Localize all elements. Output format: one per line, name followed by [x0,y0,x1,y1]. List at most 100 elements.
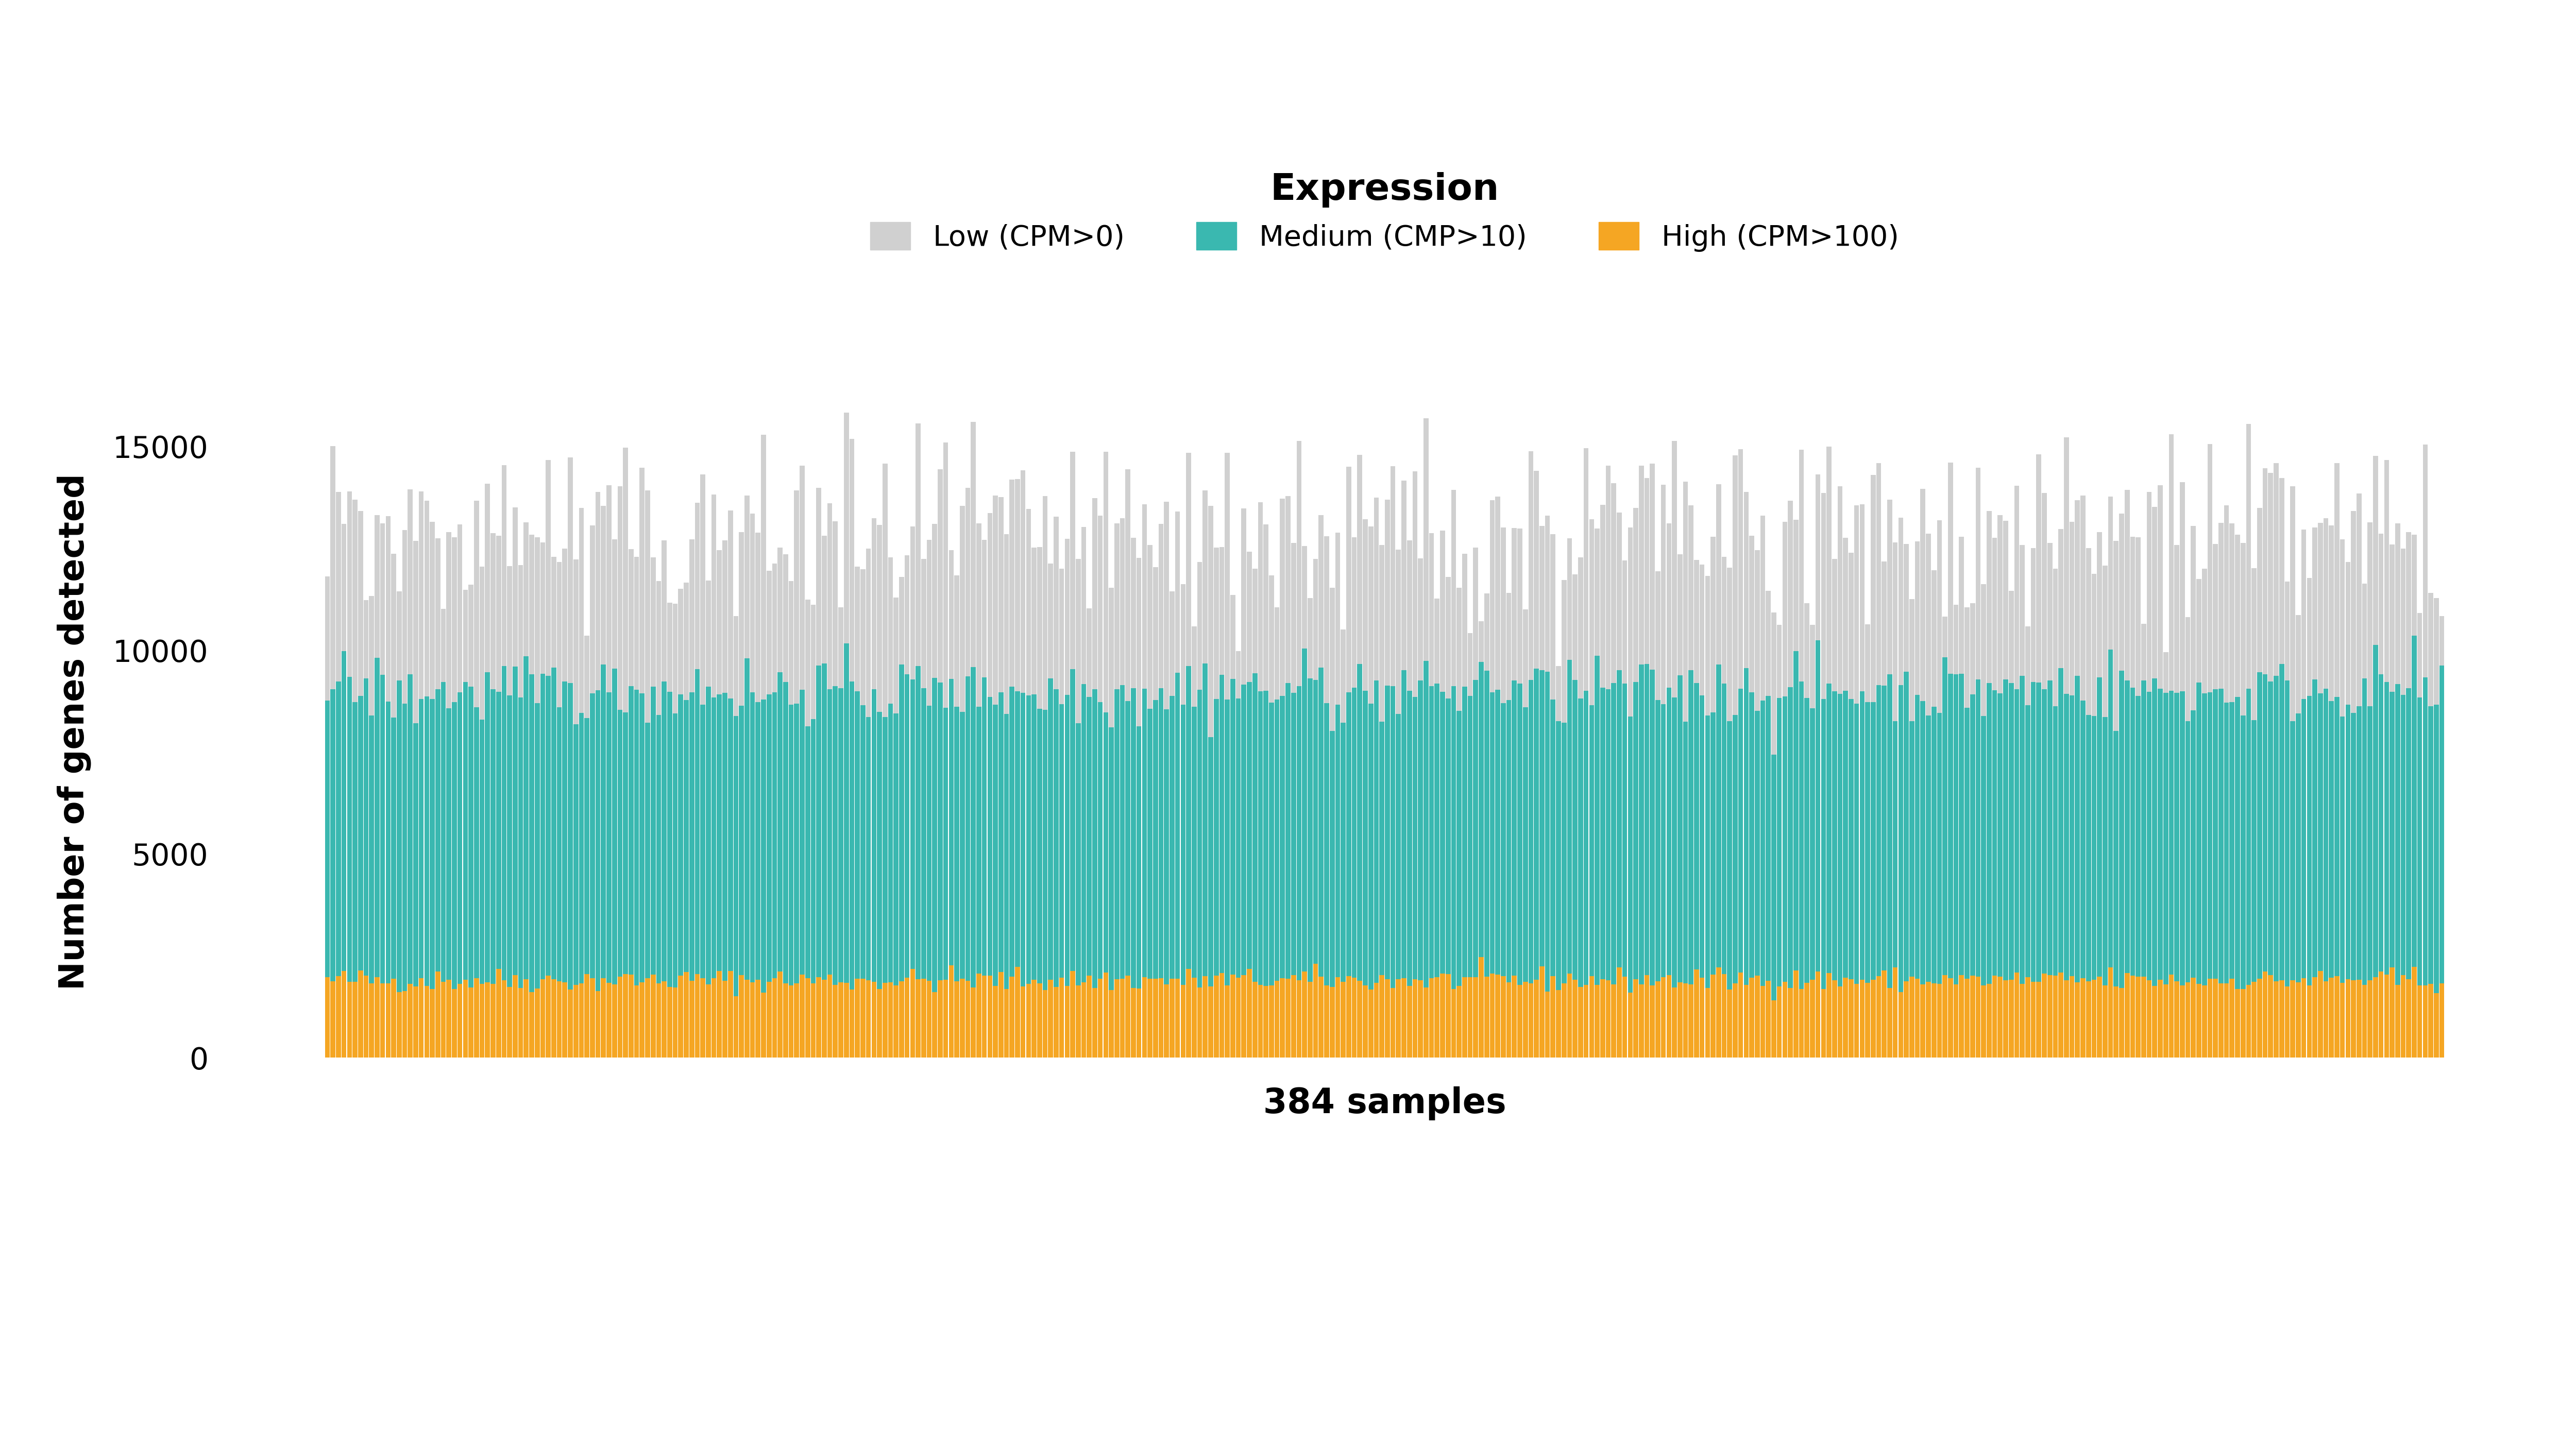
Bar [1291,543,1296,693]
Bar [1242,509,1247,684]
Bar [1224,700,1229,985]
Bar [2401,549,2406,696]
Bar [1571,680,1577,980]
Bar [2107,649,2112,968]
Bar [425,697,430,985]
Bar [2339,982,2344,1058]
Bar [1976,468,1981,680]
Bar [2223,984,2228,1058]
Bar [1893,968,1899,1058]
Bar [1378,722,1383,975]
Bar [1958,674,1963,975]
Bar [1463,554,1468,687]
Bar [2146,493,2151,691]
Bar [1816,474,1821,640]
Bar [1108,990,1113,1058]
Bar [1816,971,1821,1058]
Bar [2014,690,2020,972]
Bar [1842,691,1847,978]
Bar [711,697,716,978]
Bar [1396,980,1401,1058]
Bar [1777,625,1783,698]
Bar [1865,703,1870,982]
Bar [1069,452,1074,669]
Bar [1579,558,1584,698]
Bar [2081,496,2087,700]
Bar [1030,694,1036,980]
Bar [1739,972,1744,1058]
Bar [2063,694,2069,980]
Bar [567,458,572,682]
Bar [1633,509,1638,682]
Bar [2069,696,2074,977]
Bar [961,711,966,978]
Bar [1777,987,1783,1058]
Bar [1937,984,1942,1058]
Bar [961,506,966,711]
Bar [335,681,340,977]
Bar [469,987,474,1058]
Bar [1850,700,1855,980]
Bar [889,982,894,1058]
Bar [1546,516,1551,672]
Bar [1159,978,1164,1058]
Bar [855,978,860,1058]
Bar [397,681,402,993]
Bar [1077,723,1082,985]
Bar [1855,984,1860,1058]
Bar [948,680,953,965]
Bar [2112,540,2117,732]
Bar [629,687,634,975]
Bar [1231,680,1236,975]
Bar [1749,693,1754,978]
Bar [1146,978,1151,1058]
Bar [2275,675,2280,981]
Bar [1700,564,1705,696]
Bar [922,978,927,1058]
Bar [1932,569,1937,707]
Bar [1507,982,1512,1058]
Bar [1638,665,1643,984]
Bar [1077,559,1082,723]
Bar [484,982,489,1058]
Bar [1352,688,1358,978]
Bar [793,704,799,984]
Bar [459,693,461,984]
Bar [518,697,523,988]
Bar [1700,978,1705,1058]
Bar [595,991,600,1058]
Bar [2362,584,2367,678]
Bar [1154,567,1159,700]
Bar [1479,956,1484,1058]
Bar [551,668,556,980]
Bar [855,691,860,978]
Bar [2218,523,2223,688]
Bar [348,491,353,677]
Bar [430,698,435,990]
Bar [1522,707,1528,982]
Bar [832,985,837,1058]
Bar [662,540,667,681]
Bar [1296,981,1301,1058]
Bar [768,571,773,694]
Bar [2197,580,2202,682]
Bar [1870,980,1875,1058]
Bar [884,982,889,1058]
Bar [1077,985,1082,1058]
Bar [1468,633,1473,696]
Bar [2275,464,2280,675]
Bar [392,717,397,980]
Bar [657,716,662,984]
Bar [1777,698,1783,987]
Bar [2213,690,2218,980]
Bar [788,704,793,985]
Bar [523,523,528,656]
Bar [2236,990,2241,1058]
Bar [551,980,556,1058]
Bar [2411,535,2416,636]
Bar [1401,481,1406,669]
Bar [1860,504,1865,691]
Bar [1649,669,1654,985]
Bar [435,690,440,971]
Bar [574,724,580,985]
